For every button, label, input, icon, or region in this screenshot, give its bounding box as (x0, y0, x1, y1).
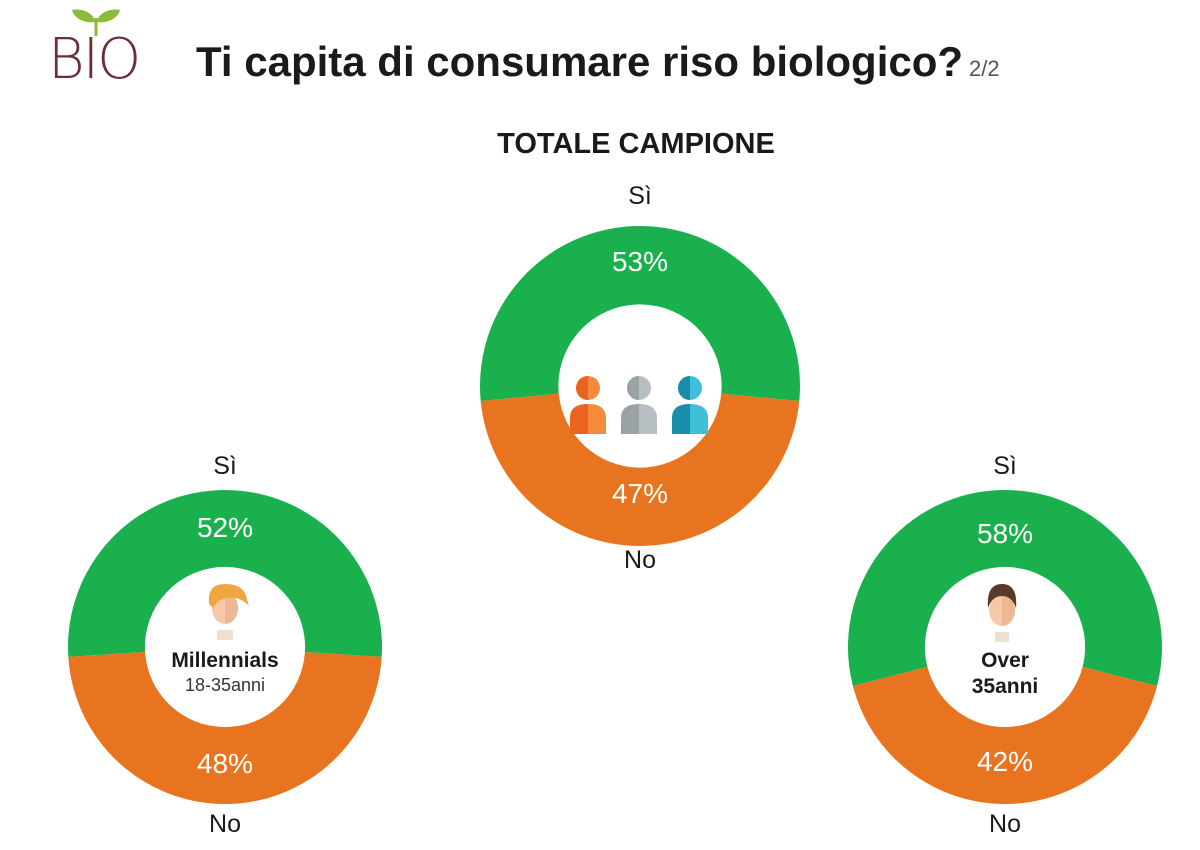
donut-chart-over35 (848, 490, 1162, 804)
yes-percent: 58% (976, 518, 1034, 549)
slice-yes (848, 490, 1162, 687)
group-people-icon (570, 376, 708, 434)
yes-label: Sì (213, 452, 237, 480)
young-person-icon (208, 584, 249, 640)
no-label: No (209, 810, 241, 838)
slice-no (480, 393, 800, 546)
donut-chart-millennials (68, 490, 382, 804)
segment-label: Millennials 18-35anni (68, 648, 382, 696)
no-percent: 48% (196, 748, 254, 779)
leaf-icon (72, 9, 120, 36)
segment-name: Over (981, 649, 1029, 672)
donut-total: Sì 53% 47% No (480, 180, 800, 580)
yes-percent: 53% (611, 246, 669, 277)
header: BIO Ti capita di consumare riso biologic… (0, 0, 1200, 110)
page-title: Ti capita di consumare riso biologico? 2/… (196, 38, 1000, 86)
donut-millennials: Sì 52% Millennials 18-35anni 48% No (68, 452, 382, 842)
segment-label: Over 35anni (848, 648, 1162, 700)
slice-yes (480, 226, 800, 402)
title-text: Ti capita di consumare riso biologico? (196, 38, 964, 85)
segment-name: Millennials (171, 649, 279, 672)
logo-text: BIO (48, 27, 141, 92)
no-percent: 47% (611, 478, 669, 509)
no-percent: 42% (976, 746, 1034, 777)
slice-yes (68, 490, 382, 657)
bio-logo: BIO (44, 8, 144, 96)
page-indicator: 2/2 (969, 56, 1000, 81)
yes-label: Sì (993, 452, 1017, 480)
no-label: No (989, 810, 1021, 838)
adult-man-icon (987, 584, 1017, 642)
donut-over35: Sì 58% Over 35anni 42% No (848, 452, 1162, 842)
yes-percent: 52% (196, 512, 254, 543)
yes-label: Sì (628, 182, 652, 210)
segment-age: 35anni (971, 675, 1039, 698)
slice-no (852, 666, 1158, 804)
no-label: No (624, 546, 656, 574)
slice-no (68, 652, 382, 804)
donut-chart-total (480, 226, 800, 546)
section-title: TOTALE CAMPIONE (497, 128, 775, 160)
segment-age: 18-35anni (184, 675, 266, 695)
